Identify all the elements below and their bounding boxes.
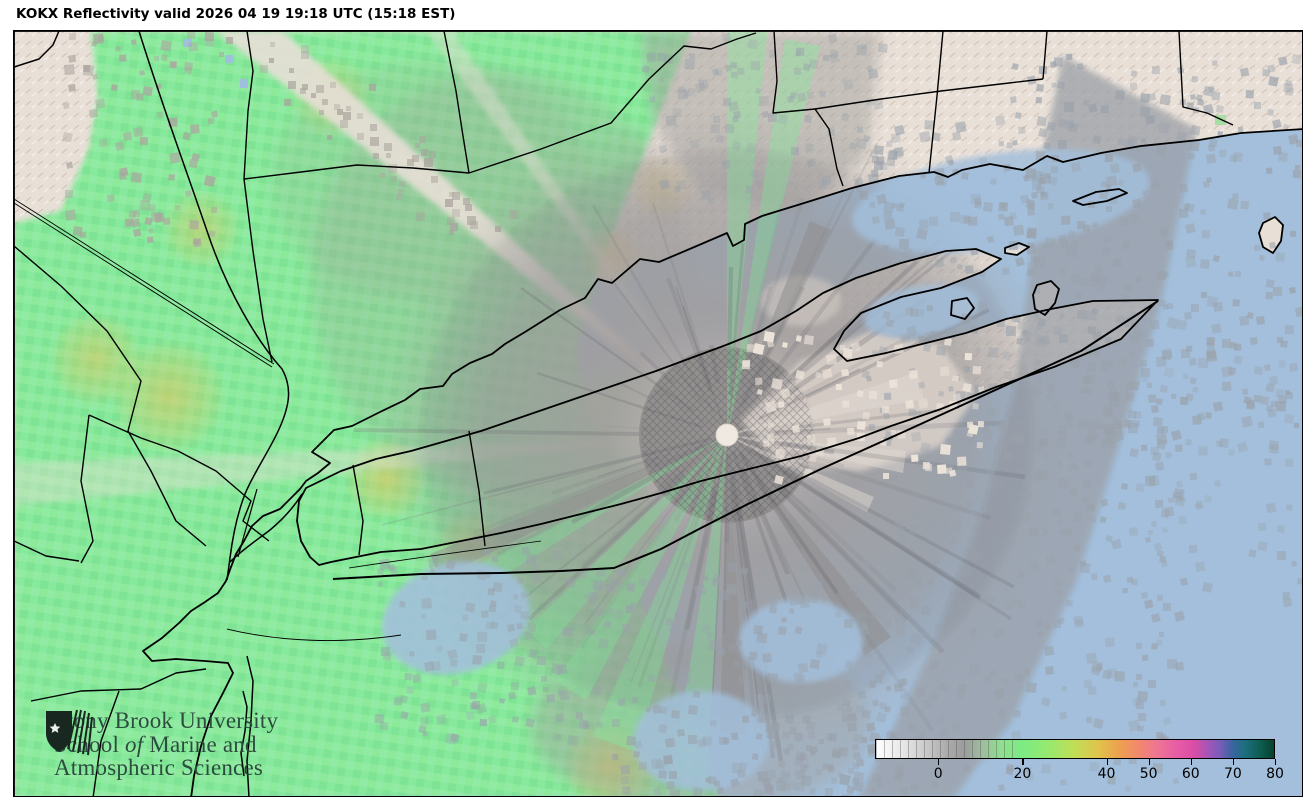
colorbar-tickmark — [938, 759, 940, 765]
echo-speckle-cells — [62, 31, 1302, 796]
branding-line3: Atmospheric Sciences — [54, 755, 264, 780]
colorbar-tickmark — [1275, 759, 1277, 765]
colorbar-tickmark — [1106, 759, 1108, 765]
colorbar-tick-label: 60 — [1181, 766, 1200, 782]
branding-line1: Stony Brook University — [54, 708, 279, 733]
colorbar-tickmark — [1148, 759, 1150, 765]
colorbar-tickmark — [1190, 759, 1193, 765]
stony-brook-shield-logo — [46, 709, 93, 756]
figure-title: KOKX Reflectivity valid 2026 04 19 19:18… — [16, 6, 456, 22]
colorbar-gradient — [875, 739, 1275, 759]
colorbar-tickmark — [1232, 759, 1235, 765]
colorbar-tickmark — [1022, 759, 1024, 765]
colorbar-tick-label: 20 — [1013, 766, 1032, 782]
branding: Stony Brook University School of Marine … — [44, 709, 278, 780]
branding-line2: School of Marine and — [54, 731, 257, 757]
colorbar-ticks: 0 20 40 50 60 70 80 — [875, 759, 1284, 785]
shield-star-icon — [49, 723, 61, 733]
map-area: Stony Brook University School of Marine … — [13, 30, 1303, 797]
colorbar-legend: 0 20 40 50 60 70 80 — [875, 739, 1284, 785]
colorbar-hatch-region — [876, 740, 1015, 758]
shield-rays-icon — [67, 709, 93, 756]
colorbar-tick-label: 40 — [1097, 766, 1116, 782]
colorbar-tick-label: 0 — [933, 766, 943, 782]
county-borders — [14, 31, 1234, 796]
radar-site-marker — [715, 423, 739, 447]
radar-map — [14, 31, 1302, 796]
colorbar-tick-label: 50 — [1139, 766, 1158, 782]
colorbar-tick-label: 80 — [1266, 766, 1284, 782]
colorbar-tick-label: 70 — [1223, 766, 1242, 782]
